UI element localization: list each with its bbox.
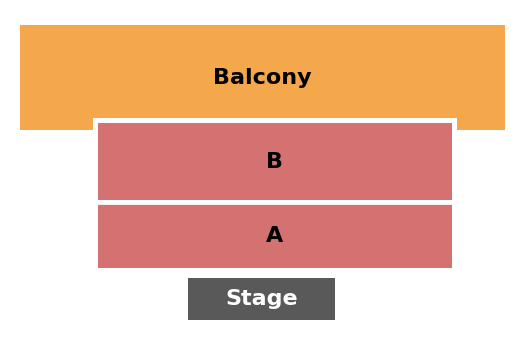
Bar [188,278,335,320]
Text: A: A [266,225,284,245]
Text: Balcony: Balcony [213,68,312,88]
Text: B: B [267,152,284,172]
Bar [93,118,457,273]
Bar [98,203,452,268]
Bar [98,123,452,200]
Bar [20,25,505,130]
Text: Stage: Stage [225,289,298,309]
